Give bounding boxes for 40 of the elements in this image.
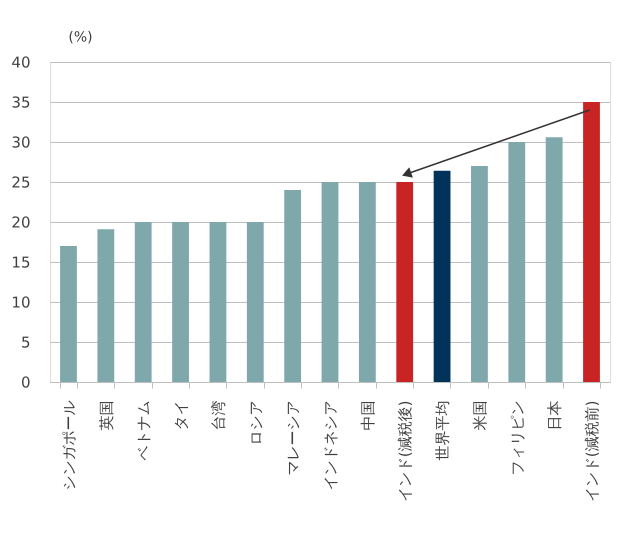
x-tick-label: マレーシア [284,400,302,476]
y-tick-label: 30 [11,134,30,152]
x-tick-label: インド(減税後) [396,400,414,502]
bar [172,222,189,382]
y-tick-label: 40 [11,54,30,72]
y-tick-label: 35 [11,94,30,112]
y-tick-label: 0 [20,374,30,392]
bar [246,222,264,382]
x-tick-label: インド(減税前) [583,400,602,502]
bar [322,182,338,382]
y-tick-label: 20 [11,214,30,232]
bar [134,222,152,382]
x-tick-label: タイ [172,400,190,430]
bar [210,222,226,382]
x-tick-label: 英国 [97,400,116,430]
bar [434,170,450,382]
bar [97,229,114,382]
x-tick-label: 米国 [470,400,489,430]
y-tick-label: 10 [11,294,30,312]
bar [583,102,600,382]
y-tick-label: 25 [11,174,30,192]
bar [546,137,563,382]
bar [508,142,526,382]
y-axis-title: (%) [68,30,93,46]
x-tick-label: ベトナム [134,400,153,460]
x-tick-label: 台湾 [209,400,228,430]
x-tick-label: インドネシア [322,400,340,490]
y-tick-label: 5 [20,334,30,352]
x-tick-label: フィリピン [508,400,526,476]
x-tick-label: 中国 [358,400,377,430]
bar [396,182,414,382]
bar [60,246,77,382]
bar [358,182,376,382]
bar [284,190,302,382]
x-tick-label: 日本 [546,400,564,430]
x-tick-label: シンガポール [60,400,78,490]
x-tick-label: ロシア [246,400,265,446]
bar [471,166,488,382]
x-tick-label: 世界平均 [434,400,452,460]
y-tick-label: 15 [11,254,30,272]
